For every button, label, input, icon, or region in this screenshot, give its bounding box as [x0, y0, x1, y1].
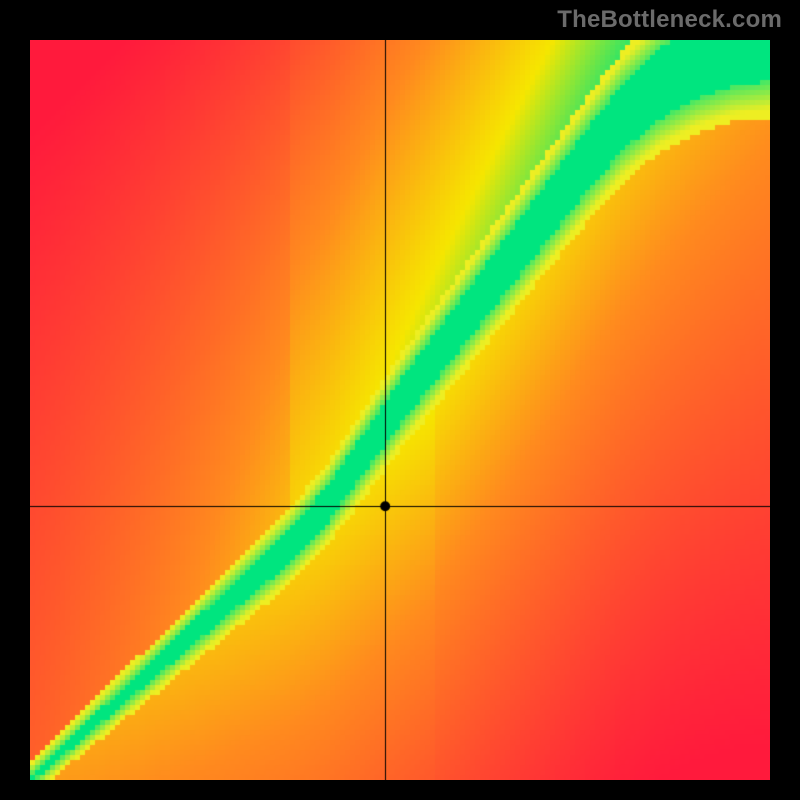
page-root: TheBottleneck.com	[0, 0, 800, 800]
watermark-label: TheBottleneck.com	[557, 6, 782, 34]
heatmap-chart	[30, 40, 770, 780]
heatmap-canvas	[30, 40, 770, 780]
